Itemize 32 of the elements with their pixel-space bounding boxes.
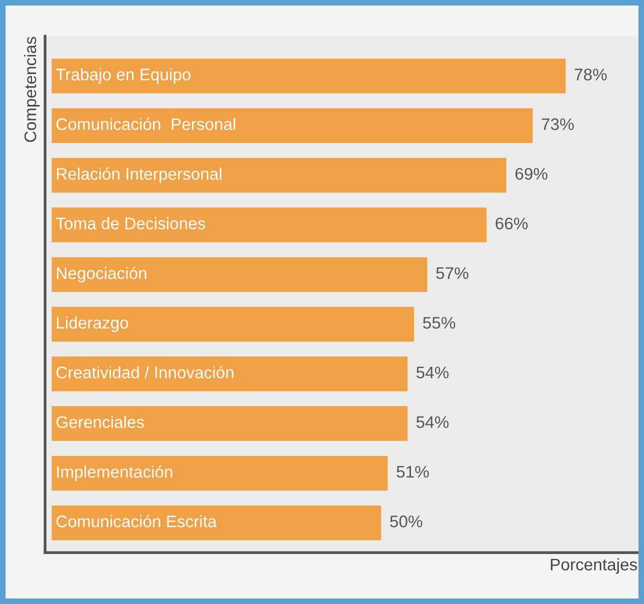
y-tick-label: Liderazgo (56, 316, 128, 332)
bar (52, 505, 382, 540)
y-tick-label: Negociación (56, 266, 146, 282)
data-label: 54% (416, 416, 449, 428)
data-label: 57% (436, 267, 468, 280)
bar (52, 406, 408, 441)
y-tick-label: Relación Interpersonal (56, 167, 222, 184)
x-axis-title: Porcentajes (550, 558, 637, 574)
data-label: 78% (574, 68, 607, 80)
bar (52, 108, 533, 143)
bar (52, 208, 487, 242)
y-tick-label: Gerenciales (56, 416, 144, 428)
y-axis-title: Competencias (24, 36, 40, 142)
data-label: 54% (416, 366, 449, 378)
y-tick-label: Toma de Decisiones (56, 217, 206, 230)
bar (52, 306, 414, 342)
data-label: 69% (515, 168, 548, 180)
y-tick-label: Comunicación Escrita (56, 514, 217, 528)
data-label: 55% (423, 316, 456, 329)
bar (52, 456, 388, 491)
data-label: 51% (396, 466, 429, 478)
bar (52, 257, 428, 292)
y-tick-label: Comunicación Personal (56, 118, 236, 130)
bar (52, 356, 408, 392)
data-label: 50% (390, 516, 422, 528)
data-label: 73% (542, 118, 574, 130)
y-tick-label: Implementación (57, 465, 172, 482)
y-tick-label: Creatividad / Innovación (56, 366, 234, 378)
data-label: 66% (496, 218, 528, 230)
bar (52, 158, 506, 193)
bar (52, 58, 566, 94)
y-tick-label: Trabajo en Equipo (56, 68, 191, 84)
